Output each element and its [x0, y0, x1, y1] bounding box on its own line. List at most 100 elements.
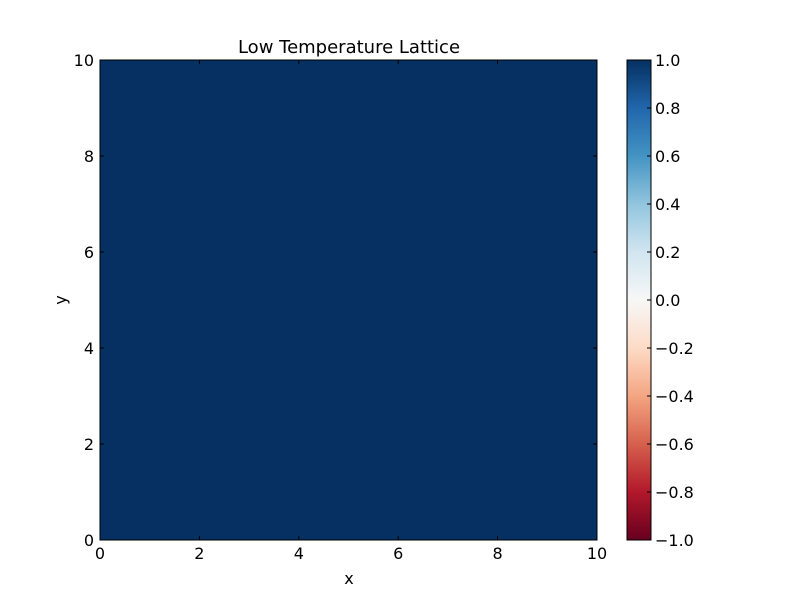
- heatmap-cell: [398, 60, 449, 109]
- heatmap-cell: [199, 156, 250, 205]
- y-tick-label: 2: [84, 435, 94, 454]
- heatmap-cell: [348, 396, 399, 445]
- heatmap-cell: [149, 60, 200, 109]
- heatmap-cell: [249, 492, 300, 541]
- y-tick-label: 0: [84, 531, 94, 550]
- heatmap-cell: [249, 156, 300, 205]
- heatmap-cell: [199, 60, 250, 109]
- heatmap-cell: [497, 396, 548, 445]
- y-tick-label: 4: [84, 339, 94, 358]
- colorbar-tick-label: 1.0: [655, 51, 680, 70]
- heatmap-cell: [298, 204, 349, 253]
- heatmap-cell: [199, 108, 250, 157]
- heatmap-cell: [497, 444, 548, 493]
- colorbar-tick-label: −1.0: [655, 531, 694, 550]
- heatmap-cell: [497, 204, 548, 253]
- heatmap-cell: [249, 444, 300, 493]
- heatmap-cell: [547, 108, 598, 157]
- x-tick-label: 6: [393, 544, 403, 563]
- heatmap-cell: [149, 444, 200, 493]
- colorbar-ticks: −1.0 −0.8 −0.6 −0.4 −0.2 0.0 0.2 0.4 0.6 0.8 1.0: [647, 51, 694, 550]
- y-axis-ticks: 0 2 4 6 8 10: [74, 51, 597, 550]
- heatmap-cell: [447, 252, 499, 301]
- heatmap-cell: [199, 348, 250, 397]
- heatmap-cell: [348, 348, 399, 397]
- colorbar-tick-label: 0.2: [655, 243, 680, 262]
- heatmap-cell: [100, 396, 151, 445]
- heatmap-cell: [100, 252, 151, 301]
- heatmap-cell: [547, 396, 598, 445]
- heatmap-cell: [199, 204, 250, 253]
- heatmap-cell: [547, 156, 598, 205]
- heatmap-cell: [298, 444, 349, 493]
- heatmap-cell: [348, 252, 399, 301]
- heatmap-cell: [497, 252, 548, 301]
- heatmap-cell: [497, 108, 548, 157]
- colorbar-tick-label: 0.8: [655, 99, 680, 118]
- heatmap-cell: [149, 492, 200, 541]
- heatmap-cell: [348, 156, 399, 205]
- heatmap-cell: [447, 156, 499, 205]
- heatmap-cell: [149, 300, 200, 349]
- x-tick-label: 2: [194, 544, 204, 563]
- heatmap-cell: [100, 156, 151, 205]
- heatmap-cell: [447, 492, 499, 541]
- heatmap-cell: [348, 204, 399, 253]
- heatmap-cell: [149, 396, 200, 445]
- colorbar-tick-label: −0.2: [655, 339, 694, 358]
- heatmap-cell: [298, 108, 349, 157]
- heatmap-cell: [348, 108, 399, 157]
- heatmap-cell: [249, 60, 300, 109]
- heatmap-cell: [199, 492, 250, 541]
- heatmap-cell: [497, 60, 548, 109]
- x-tick-label: 10: [587, 544, 607, 563]
- x-tick-label: 0: [95, 544, 105, 563]
- heatmap-cell: [447, 348, 499, 397]
- heatmap-cell: [447, 60, 499, 109]
- heatmap-cell: [447, 444, 499, 493]
- heatmap-cell: [497, 300, 548, 349]
- colorbar-tick-label: −0.4: [655, 387, 694, 406]
- heatmap-cell: [249, 204, 300, 253]
- heatmap-cell: [348, 300, 399, 349]
- heatmap-cell: [547, 204, 598, 253]
- heatmap-cell: [298, 252, 349, 301]
- heatmap-cell: [249, 252, 300, 301]
- heatmap-cell: [398, 444, 449, 493]
- y-axis-label: y: [51, 295, 70, 304]
- heatmap-cell: [298, 60, 349, 109]
- y-tick-label: 10: [74, 51, 94, 70]
- y-tick-label: 6: [84, 243, 94, 262]
- heatmap-cell: [547, 348, 598, 397]
- heatmap-cell: [398, 252, 449, 301]
- heatmap-cell: [249, 396, 300, 445]
- x-tick-label: 4: [294, 544, 304, 563]
- heatmap-cell: [398, 492, 449, 541]
- heatmap-cell: [149, 348, 200, 397]
- colorbar-tick-label: −0.6: [655, 435, 694, 454]
- heatmap-cell: [497, 348, 548, 397]
- colorbar-tick-label: 0.0: [655, 291, 680, 310]
- heatmap-cell: [149, 204, 200, 253]
- heatmap-cell: [497, 492, 548, 541]
- heatmap-cell: [398, 300, 449, 349]
- heatmap-cell: [547, 444, 598, 493]
- heatmap-cell: [298, 492, 349, 541]
- heatmap-cell: [398, 156, 449, 205]
- heatmap-cell: [447, 108, 499, 157]
- heatmap-cell: [199, 300, 250, 349]
- heatmap-cell: [348, 444, 399, 493]
- heatmap-cell: [398, 204, 449, 253]
- heatmap-cell: [100, 108, 151, 157]
- colorbar-tick-label: 0.6: [655, 147, 680, 166]
- colorbar-tick-label: 0.4: [655, 195, 680, 214]
- heatmap-cell: [348, 492, 399, 541]
- heatmap-cell: [199, 444, 250, 493]
- heatmap-cell: [149, 156, 200, 205]
- heatmap-cell: [298, 300, 349, 349]
- chart-title: Low Temperature Lattice: [238, 37, 460, 58]
- heatmap-cell: [547, 60, 598, 109]
- heatmap-cell: [100, 204, 151, 253]
- heatmap-cell: [249, 348, 300, 397]
